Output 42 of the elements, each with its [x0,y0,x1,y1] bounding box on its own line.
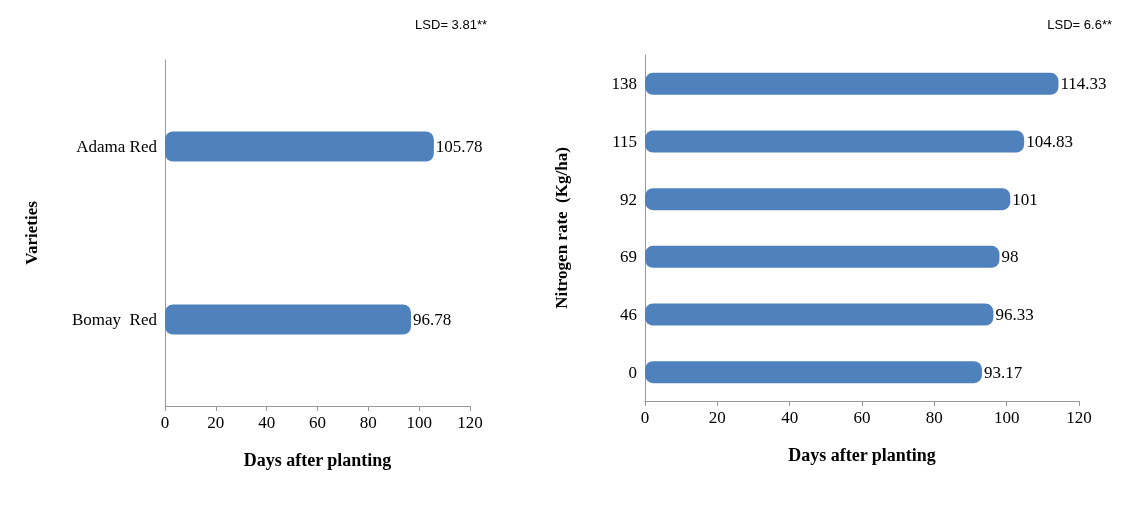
x-tick-label: 0 [640,408,650,427]
y-tick-label: 46 [620,305,637,324]
data-label: 98 [1001,247,1019,267]
x-tick-label: 40 [781,408,799,427]
x-tick-label: 120 [457,413,483,432]
bar [645,361,982,384]
y-tick-label: Bomay Red [72,310,158,329]
y-tick-label: 138 [611,74,637,94]
x-tick-label: 20 [708,408,726,427]
y-axis-title: Varieties [22,200,41,265]
x-tick-label: 60 [853,408,871,427]
x-tick-label: 20 [207,413,225,432]
data-label: 105.78 [435,137,483,156]
y-axis-title: Nitrogen rate (Kg/ha) [552,147,571,309]
data-label: 93.17 [983,362,1023,382]
x-tick-label: 120 [1066,408,1092,427]
x-tick-label: 100 [993,408,1020,427]
bar [645,188,1011,211]
x-tick-label: 60 [309,413,326,432]
data-label: 104.83 [1026,132,1073,151]
x-axis-title: Days after planting [788,445,936,465]
y-tick-label: 92 [620,189,637,209]
x-tick-label: 100 [406,413,432,432]
bar [645,130,1025,153]
data-label: 114.33 [1060,74,1107,94]
data-label: 101 [1012,189,1038,209]
text: LSD= 3.81** [415,17,488,32]
y-tick-label: 0 [628,362,637,382]
y-tick-label: 69 [620,247,637,267]
text: LSD= 6.6** [1047,17,1112,32]
x-tick-label: 80 [925,408,943,427]
x-axis-title: Days after planting [243,450,392,470]
y-tick-label: Adama Red [76,137,158,156]
y-tick-label: 115 [612,132,637,151]
x-tick-label: 0 [160,413,170,432]
bar [645,245,1000,268]
x-tick-label: 80 [359,413,377,432]
bar [645,72,1059,95]
x-tick-label: 40 [258,413,276,432]
data-label: 96.78 [412,310,452,329]
data-label: 96.33 [995,305,1034,324]
bar [645,303,994,326]
